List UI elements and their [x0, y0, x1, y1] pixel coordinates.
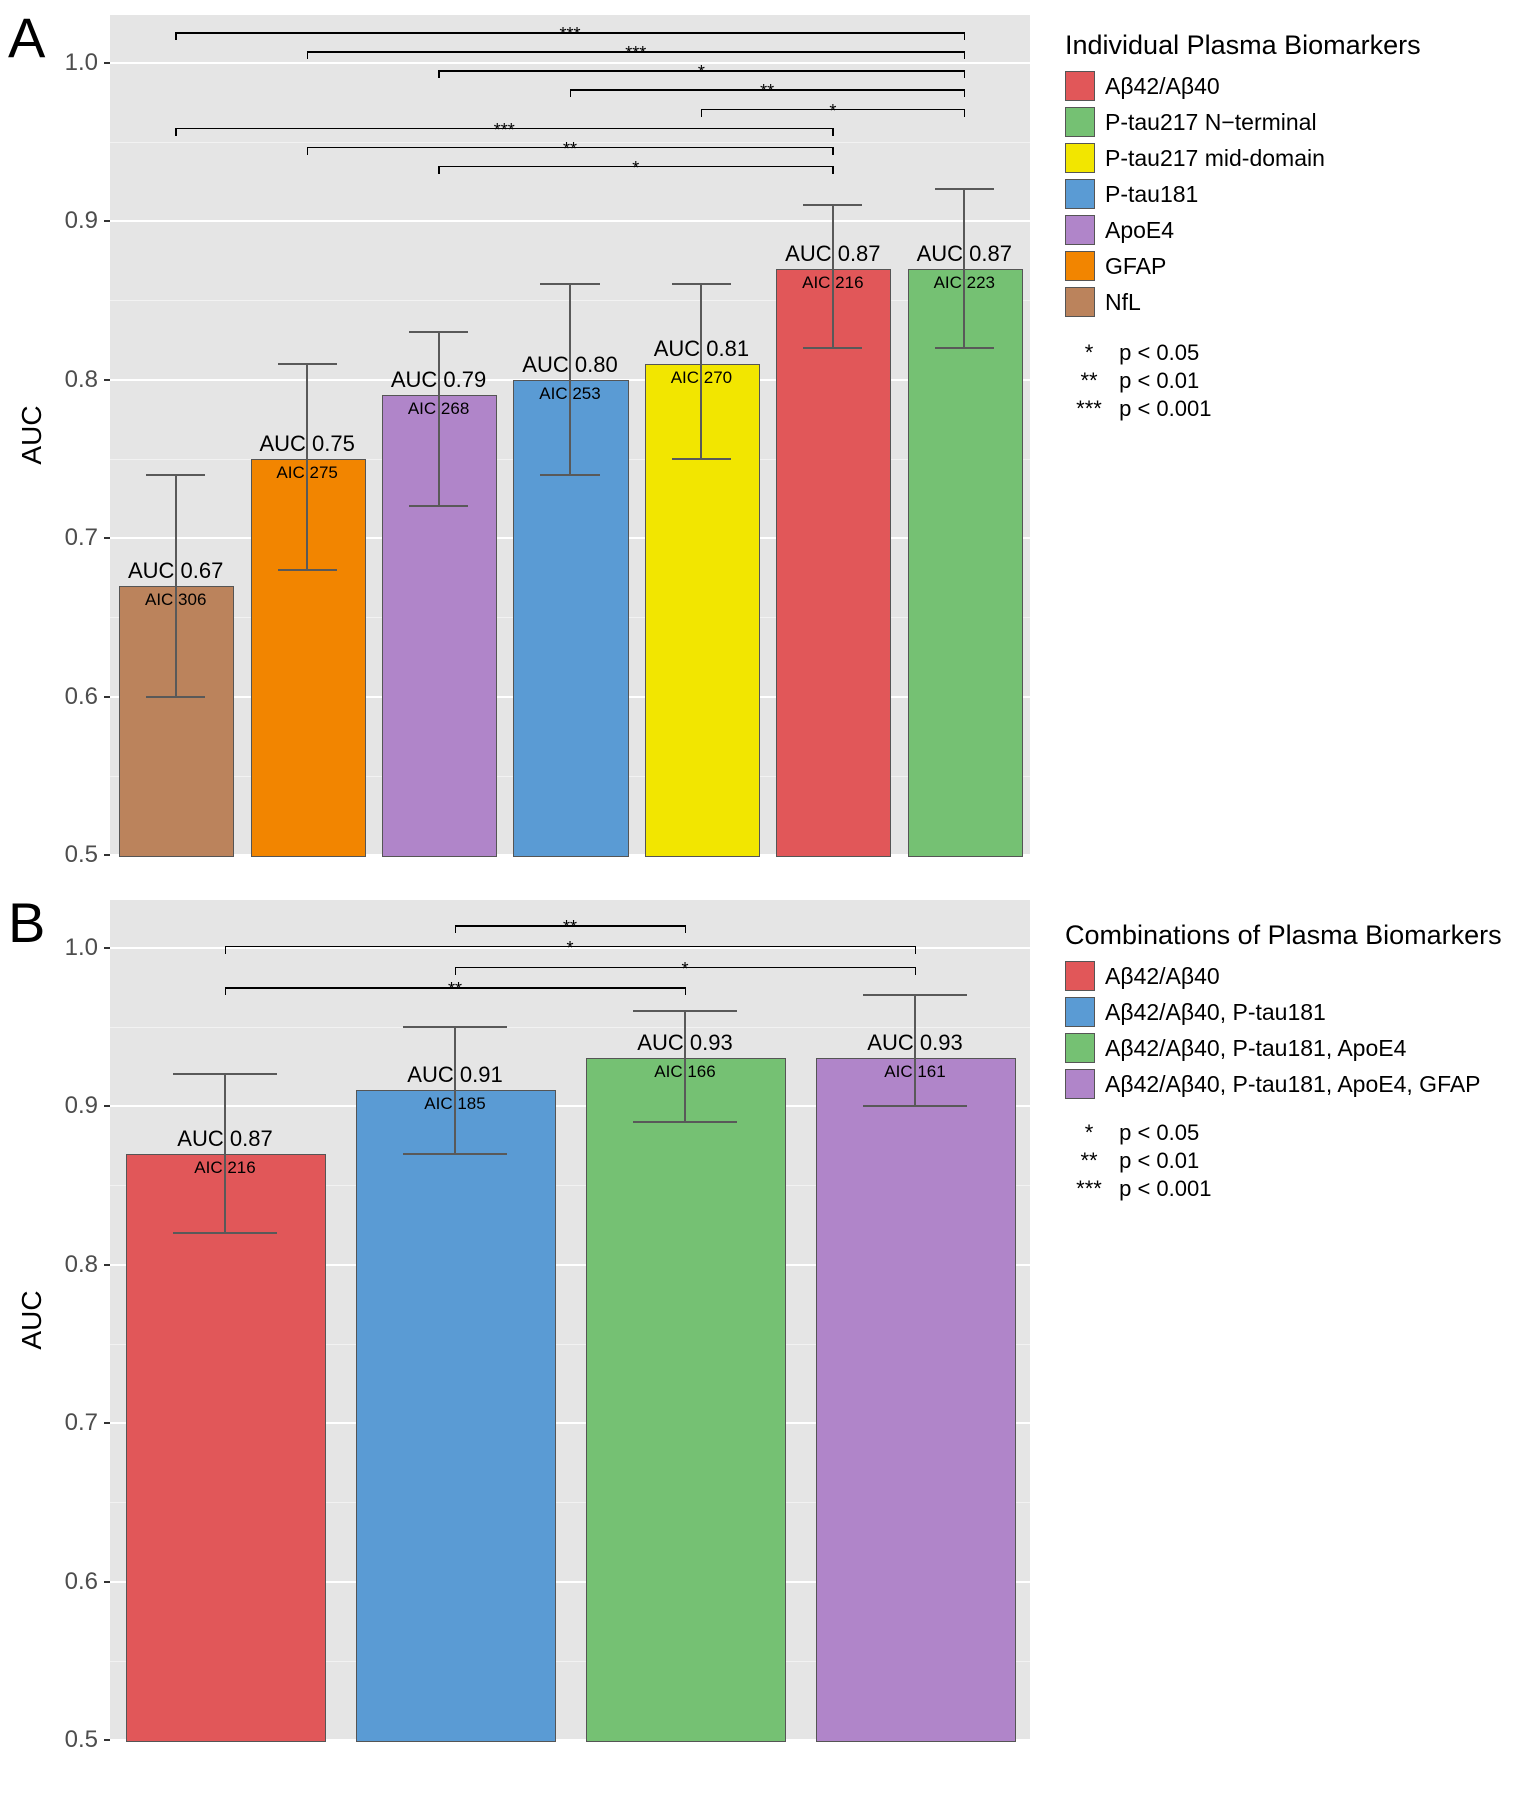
- legend-label: Aβ42/Aβ40: [1105, 963, 1220, 990]
- legend-label: GFAP: [1105, 253, 1166, 280]
- auc-label: AUC 0.87: [771, 241, 895, 267]
- legend: Combinations of Plasma Biomarkers Aβ42/Aβ…: [1065, 920, 1502, 1105]
- legend-swatch: [1065, 1069, 1095, 1099]
- figure: A 0.5 0.6 0.7 0.8 0.9 1.0 AUC AUC 0.67 AIC 306 AUC…: [0, 0, 1528, 1800]
- y-tick-label: 0.6: [50, 683, 98, 711]
- aic-label: AIC 185: [400, 1094, 510, 1114]
- legend-swatch: [1065, 143, 1095, 173]
- auc-label: AUC 0.75: [245, 431, 369, 457]
- significance-stars: **: [448, 979, 462, 1000]
- legend-label: Aβ42/Aβ40, P-tau181, ApoE4, GFAP: [1105, 1071, 1481, 1098]
- y-tick-label: 0.9: [50, 1092, 98, 1120]
- legend-item: P-tau217 N−terminal: [1065, 107, 1421, 137]
- panel-tag: B: [8, 890, 45, 955]
- bar: [586, 1058, 786, 1742]
- auc-label: AUC 0.80: [508, 352, 632, 378]
- y-tick-label: 1.0: [50, 49, 98, 77]
- y-tick-label: 0.5: [50, 1726, 98, 1754]
- legend-item: Aβ42/Aβ40: [1065, 71, 1421, 101]
- aic-label: AIC 270: [646, 368, 756, 388]
- y-axis-title: AUC: [16, 405, 48, 464]
- aic-label: AIC 166: [630, 1062, 740, 1082]
- auc-label: AUC 0.93: [853, 1030, 977, 1056]
- legend-label: Aβ42/Aβ40: [1105, 73, 1220, 100]
- auc-label: AUC 0.87: [902, 241, 1026, 267]
- bar: [776, 269, 891, 857]
- legend-label: Aβ42/Aβ40, P-tau181: [1105, 999, 1326, 1026]
- y-tick-label: 1.0: [50, 934, 98, 962]
- legend-swatch: [1065, 251, 1095, 281]
- legend-swatch: [1065, 71, 1095, 101]
- significance-stars: ***: [625, 43, 646, 64]
- significance-stars: *: [698, 62, 705, 83]
- aic-label: AIC 216: [170, 1158, 280, 1178]
- legend-item: ApoE4: [1065, 215, 1421, 245]
- aic-label: AIC 223: [909, 273, 1019, 293]
- significance-stars: ***: [494, 120, 515, 141]
- legend-swatch: [1065, 287, 1095, 317]
- aic-label: AIC 253: [515, 384, 625, 404]
- auc-label: AUC 0.67: [114, 558, 238, 584]
- significance-stars: *: [829, 101, 836, 122]
- significance-stars: *: [566, 938, 573, 959]
- panel-tag: A: [8, 5, 45, 70]
- y-tick-label: 0.9: [50, 207, 98, 235]
- y-tick-label: 0.5: [50, 841, 98, 869]
- legend-swatch: [1065, 215, 1095, 245]
- y-tick-label: 0.7: [50, 1409, 98, 1437]
- auc-label: AUC 0.81: [639, 336, 763, 362]
- bar: [356, 1090, 556, 1742]
- y-tick-label: 0.8: [50, 366, 98, 394]
- bar: [126, 1154, 326, 1742]
- significance-stars: ***: [559, 24, 580, 45]
- legend-title: Individual Plasma Biomarkers: [1065, 30, 1421, 61]
- legend-item: Aβ42/Aβ40, P-tau181: [1065, 997, 1502, 1027]
- legend-label: Aβ42/Aβ40, P-tau181, ApoE4: [1105, 1035, 1406, 1062]
- significance-legend: * p < 0.05** p < 0.01*** p < 0.001: [1065, 340, 1211, 424]
- y-axis-title: AUC: [16, 1290, 48, 1349]
- legend-item: Aβ42/Aβ40: [1065, 961, 1502, 991]
- aic-label: AIC 216: [778, 273, 888, 293]
- significance-legend: * p < 0.05** p < 0.01*** p < 0.001: [1065, 1120, 1211, 1204]
- significance-stars: **: [563, 139, 577, 160]
- legend-swatch: [1065, 961, 1095, 991]
- aic-label: AIC 275: [252, 463, 362, 483]
- legend-item: Aβ42/Aβ40, P-tau181, ApoE4: [1065, 1033, 1502, 1063]
- auc-label: AUC 0.79: [377, 367, 501, 393]
- bar: [816, 1058, 1016, 1742]
- legend-item: P-tau181: [1065, 179, 1421, 209]
- significance-stars: **: [760, 81, 774, 102]
- legend-item: GFAP: [1065, 251, 1421, 281]
- legend-swatch: [1065, 997, 1095, 1027]
- legend-swatch: [1065, 1033, 1095, 1063]
- legend-item: NfL: [1065, 287, 1421, 317]
- bar: [908, 269, 1023, 857]
- legend-title: Combinations of Plasma Biomarkers: [1065, 920, 1502, 951]
- aic-label: AIC 268: [384, 399, 494, 419]
- auc-label: AUC 0.93: [623, 1030, 747, 1056]
- significance-stars: **: [563, 917, 577, 938]
- aic-label: AIC 161: [860, 1062, 970, 1082]
- legend-label: P-tau217 mid-domain: [1105, 145, 1325, 172]
- significance-stars: *: [632, 158, 639, 179]
- aic-label: AIC 306: [121, 590, 231, 610]
- auc-label: AUC 0.91: [393, 1062, 517, 1088]
- legend-swatch: [1065, 179, 1095, 209]
- legend-label: P-tau217 N−terminal: [1105, 109, 1317, 136]
- auc-label: AUC 0.87: [163, 1126, 287, 1152]
- legend-label: ApoE4: [1105, 217, 1174, 244]
- significance-stars: *: [681, 959, 688, 980]
- legend-swatch: [1065, 107, 1095, 137]
- legend-label: P-tau181: [1105, 181, 1198, 208]
- legend-item: P-tau217 mid-domain: [1065, 143, 1421, 173]
- y-tick-label: 0.6: [50, 1568, 98, 1596]
- legend-item: Aβ42/Aβ40, P-tau181, ApoE4, GFAP: [1065, 1069, 1502, 1099]
- legend: Individual Plasma Biomarkers Aβ42/Aβ40 P-t…: [1065, 30, 1421, 323]
- legend-label: NfL: [1105, 289, 1141, 316]
- y-tick-label: 0.8: [50, 1251, 98, 1279]
- y-tick-label: 0.7: [50, 524, 98, 552]
